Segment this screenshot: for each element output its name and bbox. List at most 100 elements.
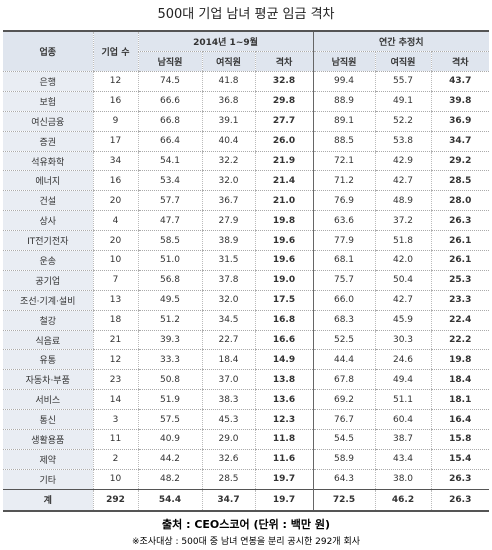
table-cell: 10 [92,469,138,490]
table-row: 에너지 16 53.4 32.0 21.4 71.2 42.7 28.5 [3,170,489,192]
table-row: 통신 3 57.5 45.3 12.3 76.7 60.4 16.4 [3,409,489,431]
table-cell: 20 [92,190,138,212]
table-cell: 63.6 [312,210,375,232]
table-cell: 40.9 [137,429,202,450]
table-cell: 26.1 [430,250,489,271]
table-cell: 49.4 [374,369,431,391]
table-row: 조선·기계·설비 13 49.5 32.0 17.5 66.0 42.7 23.3 [3,290,489,311]
header-cell: 업종 [3,30,93,72]
table-cell: 에너지 [3,170,93,192]
table-row: 석유화학 34 54.1 32.2 21.9 72.1 42.9 29.2 [3,151,489,172]
table-cell: 12.3 [254,409,313,431]
table-cell: 71.2 [312,170,375,192]
header-cell: 여직원 [374,51,431,72]
table-cell: 16.4 [430,409,489,431]
table-cell: 68.3 [312,310,375,331]
table-cell: 64.3 [312,469,375,490]
table-cell: 66.0 [312,290,375,311]
header-cell: 기업 수 [92,30,138,72]
source: 출처 : CEO스코어 (단위 : 백만 원) [162,517,330,531]
table-cell: 9 [92,111,138,132]
table-cell: 43.4 [374,449,431,470]
table-row: 서비스 14 51.9 38.3 13.6 69.2 51.1 18.1 [3,389,489,411]
table-cell: 49.5 [137,290,202,311]
table-cell: 42.9 [374,151,431,172]
table-cell: 19.6 [254,230,313,252]
header-cell: 남직원 [312,51,375,72]
header-cell: 연간 추정치 [312,30,489,52]
table-cell: 16.6 [254,330,313,351]
table-cell: 37.2 [374,210,431,232]
table-cell: 38.9 [201,230,255,252]
table-cell: IT전기전자 [3,230,93,252]
table-cell: 23 [92,369,138,391]
table-cell: 24.6 [374,349,431,371]
table-cell: 26.3 [430,488,489,512]
table-cell: 54.1 [137,151,202,172]
table-cell: 32.2 [201,151,255,172]
table-cell: 58.9 [312,449,375,470]
table-cell: 12 [92,349,138,371]
table-cell: 36.9 [430,111,489,132]
header-cell: 2014년 1~9월 [137,30,313,52]
table-cell: 66.6 [137,91,202,112]
table-cell: 55.7 [374,71,431,92]
table-cell: 26.0 [254,131,313,152]
table-cell: 19.6 [254,250,313,271]
table-cell: 16.8 [254,310,313,331]
table-cell: 45.3 [201,409,255,431]
table-cell: 13.6 [254,389,313,411]
table-cell: 7 [92,270,138,291]
table-cell: 57.5 [137,409,202,431]
table-cell: 22.7 [201,330,255,351]
table-cell: 계 [3,488,93,512]
table-cell: 11.8 [254,429,313,450]
table-cell: 34 [92,151,138,172]
table-cell: 49.1 [374,91,431,112]
table-cell: 76.9 [312,190,375,212]
wage-table: 업종 기업 수 2014년 1~9월 연간 추정치 남직원 여직원 격차 남직원 여직원… [3,30,489,512]
table-cell: 48.9 [374,190,431,212]
table-cell: 4 [92,210,138,232]
table-cell: 19.8 [430,349,489,371]
table-cell: 25.3 [430,270,489,291]
table-cell: 유통 [3,349,93,371]
table-cell: 21.0 [254,190,313,212]
table-row: 철강 18 51.2 34.5 16.8 68.3 45.9 22.4 [3,310,489,331]
table-cell: 17 [92,131,138,152]
table-cell: 89.1 [312,111,375,132]
table-cell: 19.0 [254,270,313,291]
table-cell: 2 [92,449,138,470]
table-cell: 은행 [3,71,93,92]
table-cell: 26.3 [430,469,489,490]
table-cell: 32.6 [201,449,255,470]
table-cell: 42.7 [374,290,431,311]
table-cell: 철강 [3,310,93,331]
table-cell: 52.5 [312,330,375,351]
table-row: 증권 17 66.4 40.4 26.0 88.5 53.8 34.7 [3,131,489,152]
table-cell: 19.8 [254,210,313,232]
table-cell: 11.6 [254,449,313,470]
table-cell: 서비스 [3,389,93,411]
table-cell: 56.8 [137,270,202,291]
header-cell: 격차 [254,51,313,72]
table-cell: 18.4 [201,349,255,371]
table-cell: 43.7 [430,71,489,92]
table-cell: 51.9 [137,389,202,411]
table-cell: 88.5 [312,131,375,152]
table-row: 자동차·부품 23 50.8 37.0 13.8 67.8 49.4 18.4 [3,369,489,391]
table-cell: 23.3 [430,290,489,311]
table-cell: 생활용품 [3,429,93,450]
table-cell: 자동차·부품 [3,369,93,391]
table-cell: 17.5 [254,290,313,311]
table-cell: 46.2 [374,488,431,512]
table-row: 제약 2 44.2 32.6 11.6 58.9 43.4 15.4 [3,449,489,470]
table-cell: 38.3 [201,389,255,411]
table-cell: 42.0 [374,250,431,271]
table-row: 은행 12 74.5 41.8 32.8 99.4 55.7 43.7 [3,71,489,92]
table-cell: 21 [92,330,138,351]
table-cell: 54.5 [312,429,375,450]
table-cell: 18 [92,310,138,331]
table-cell: 37.0 [201,369,255,391]
header-cell: 격차 [430,51,489,72]
